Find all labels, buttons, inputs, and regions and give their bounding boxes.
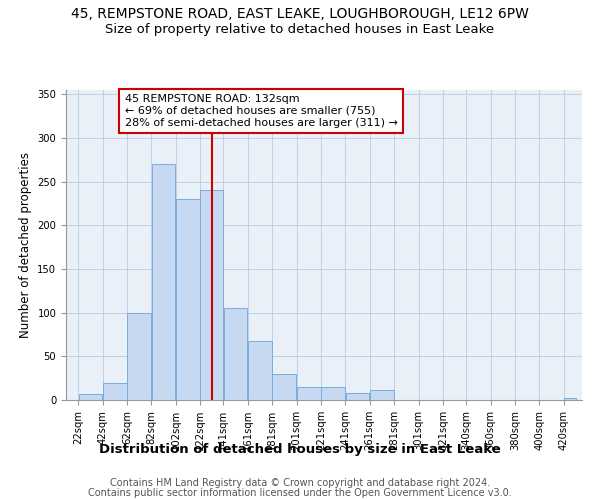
Text: 45, REMPSTONE ROAD, EAST LEAKE, LOUGHBOROUGH, LE12 6PW: 45, REMPSTONE ROAD, EAST LEAKE, LOUGHBOR… bbox=[71, 8, 529, 22]
Bar bbox=[200, 190, 223, 400]
Text: Contains HM Land Registry data © Crown copyright and database right 2024.: Contains HM Land Registry data © Crown c… bbox=[110, 478, 490, 488]
Bar bbox=[321, 387, 345, 400]
Bar bbox=[79, 394, 102, 400]
Bar bbox=[248, 340, 272, 400]
Bar bbox=[564, 398, 575, 400]
Bar bbox=[272, 374, 296, 400]
Bar bbox=[176, 199, 200, 400]
Bar bbox=[346, 393, 370, 400]
Text: Distribution of detached houses by size in East Leake: Distribution of detached houses by size … bbox=[99, 442, 501, 456]
Bar bbox=[103, 384, 127, 400]
Text: Size of property relative to detached houses in East Leake: Size of property relative to detached ho… bbox=[106, 22, 494, 36]
Bar bbox=[152, 164, 175, 400]
Bar bbox=[224, 308, 247, 400]
Bar bbox=[370, 390, 394, 400]
Y-axis label: Number of detached properties: Number of detached properties bbox=[19, 152, 32, 338]
Bar bbox=[297, 387, 320, 400]
Text: 45 REMPSTONE ROAD: 132sqm
← 69% of detached houses are smaller (755)
28% of semi: 45 REMPSTONE ROAD: 132sqm ← 69% of detac… bbox=[125, 94, 397, 128]
Text: Contains public sector information licensed under the Open Government Licence v3: Contains public sector information licen… bbox=[88, 488, 512, 498]
Bar bbox=[127, 312, 151, 400]
